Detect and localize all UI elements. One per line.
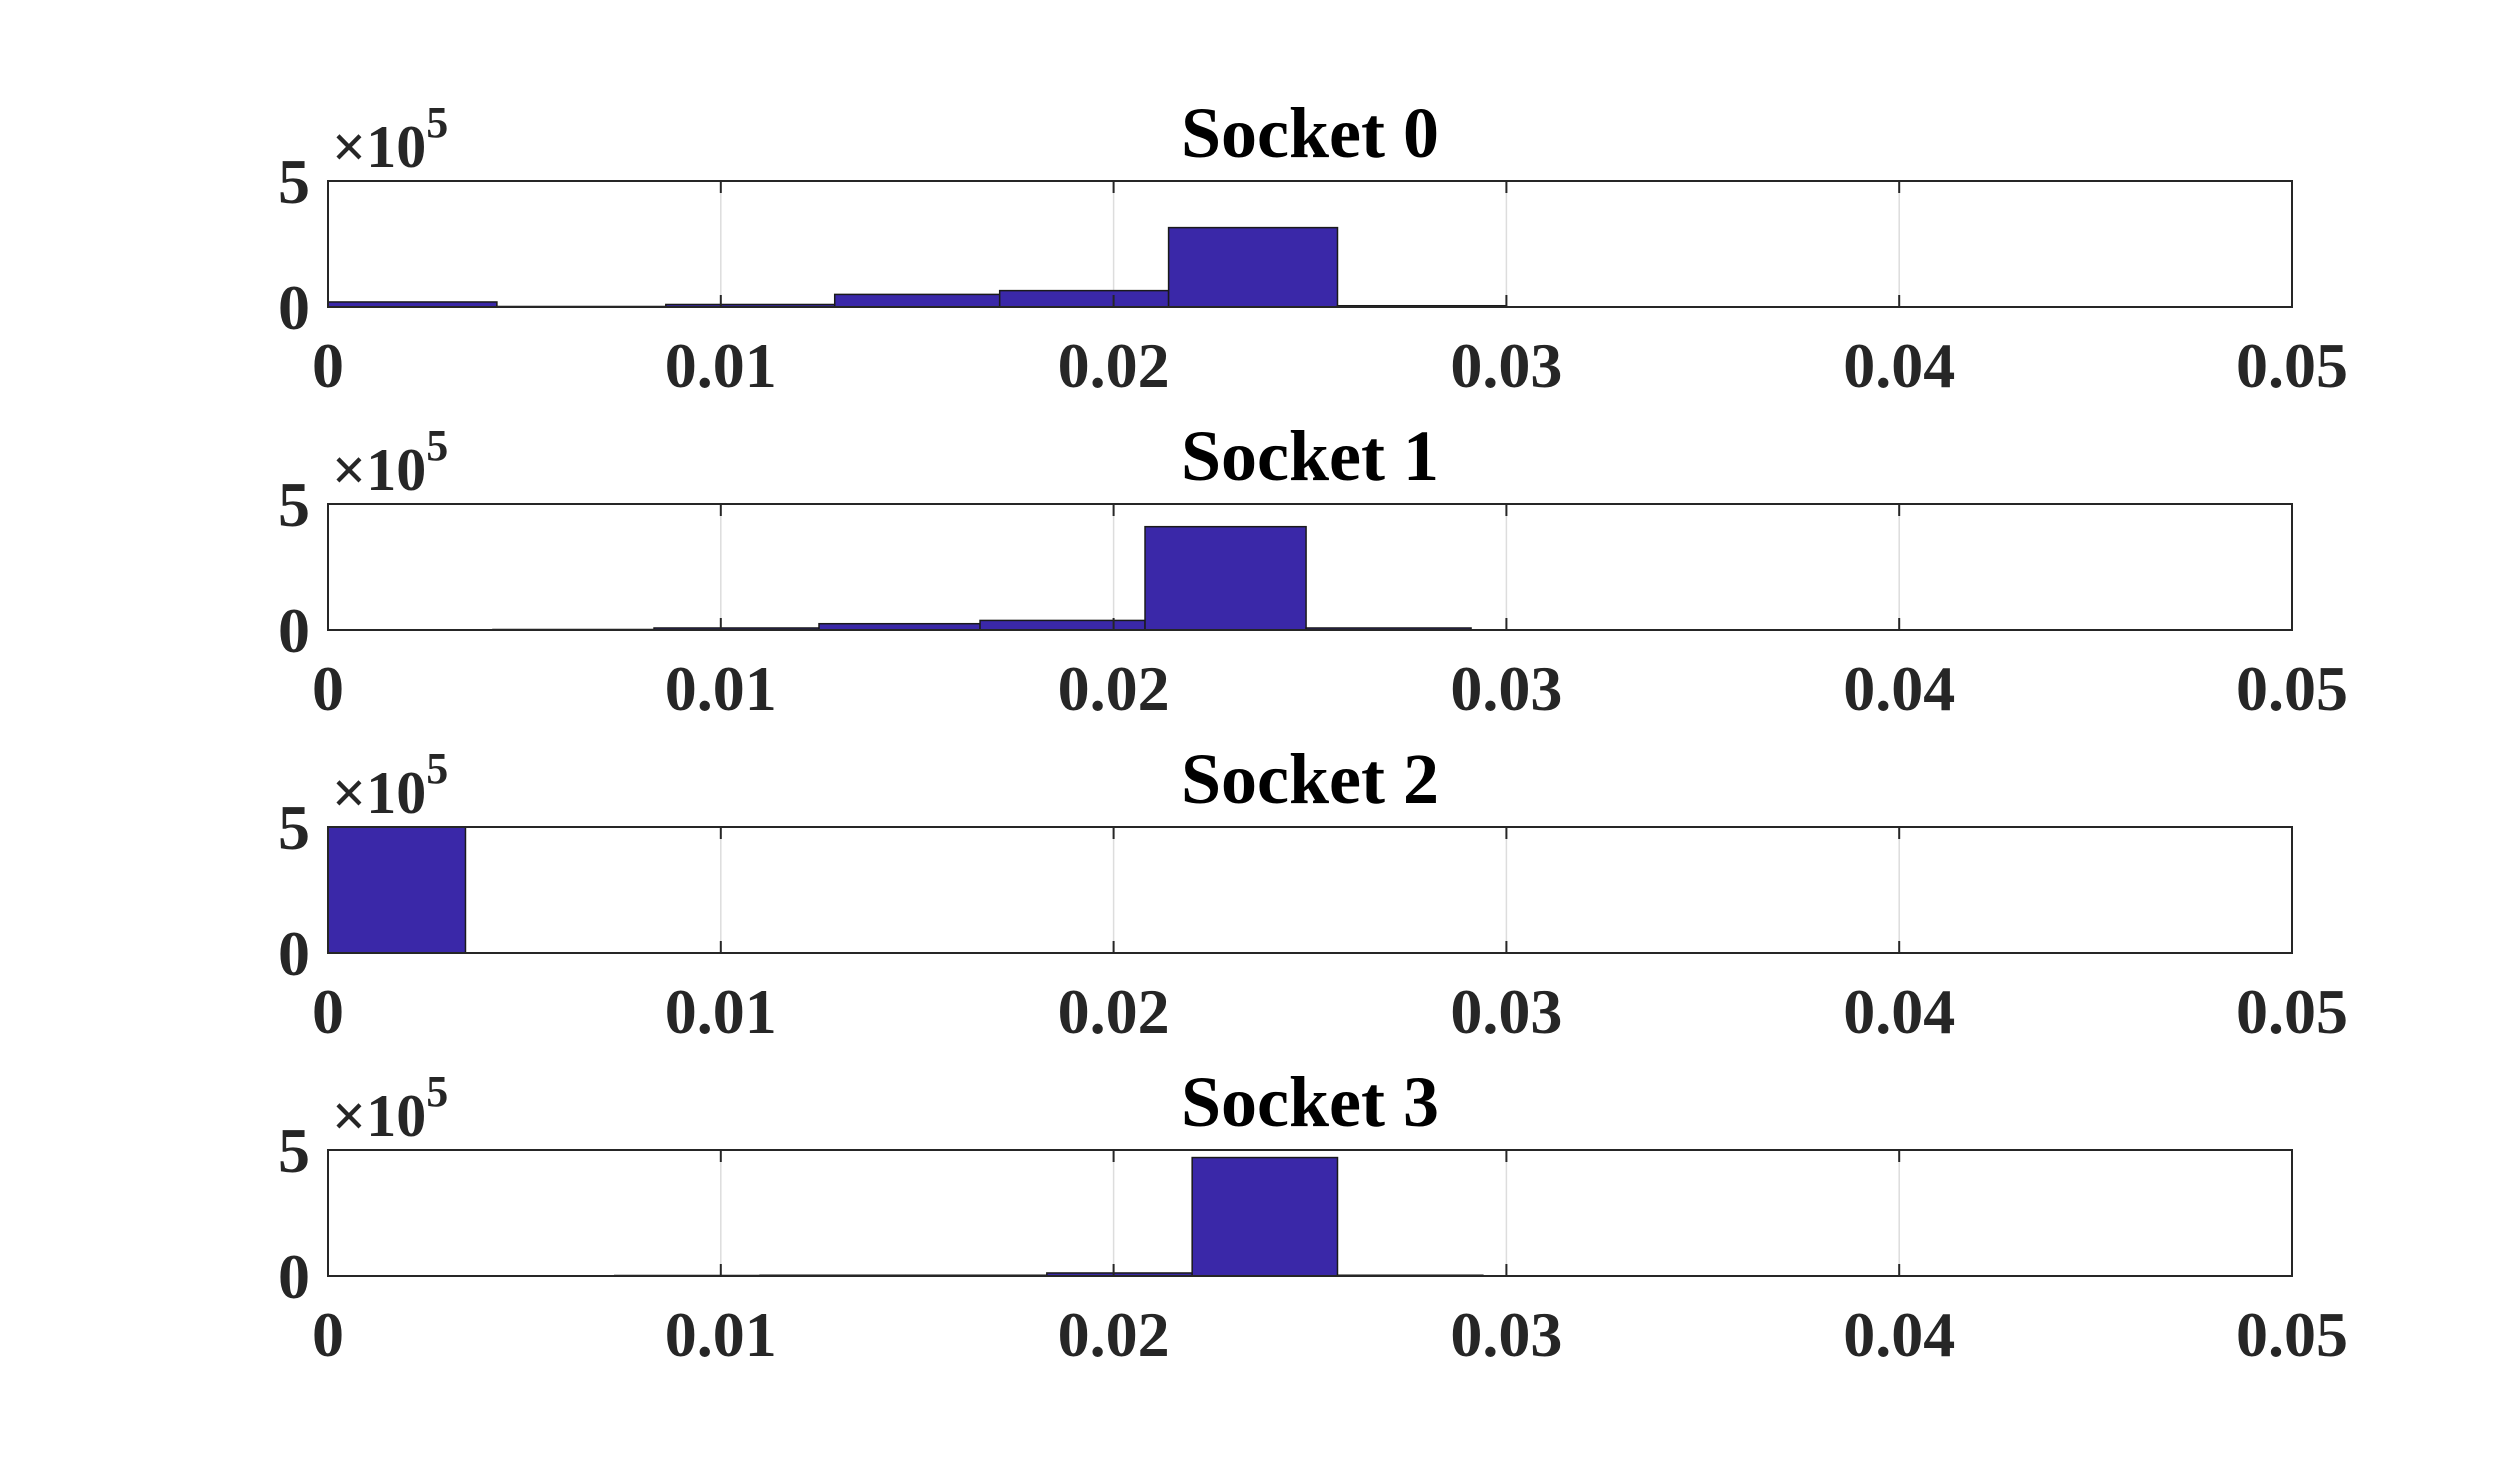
subplot-title: Socket 2 [1181, 739, 1439, 819]
plot-area [328, 827, 2292, 953]
x-tick-label: 0 [312, 976, 344, 1047]
subplot-title: Socket 1 [1181, 416, 1439, 496]
y-tick-label: 5 [278, 1115, 310, 1186]
x-tick-label: 0.02 [1058, 1299, 1170, 1370]
y-exponent-base: ×10 [332, 1083, 426, 1149]
axes-box [327, 826, 2293, 954]
x-tick-label: 0.02 [1058, 330, 1170, 401]
y-exponent-label: ×105 [332, 744, 448, 826]
x-tick-label: 0.05 [2236, 653, 2348, 724]
y-tick-label: 0 [278, 272, 310, 343]
x-tick-label: 0.05 [2236, 976, 2348, 1047]
x-tick-label: 0.05 [2236, 330, 2348, 401]
x-tick-label: 0 [312, 330, 344, 401]
y-exponent-power: 5 [426, 1067, 448, 1116]
histogram-bar [998, 289, 1170, 308]
histogram-bar [1167, 226, 1339, 308]
x-tick-label: 0.01 [665, 976, 777, 1047]
y-tick-label: 0 [278, 595, 310, 666]
axes-box [327, 1149, 2293, 1277]
x-tick-label: 0.04 [1843, 1299, 1955, 1370]
x-tick-label: 0.02 [1058, 653, 1170, 724]
y-tick-label: 0 [278, 918, 310, 989]
x-tick-label: 0.03 [1450, 330, 1562, 401]
y-exponent-power: 5 [426, 98, 448, 147]
subplot-title: Socket 0 [1181, 93, 1439, 173]
axes-box [327, 180, 2293, 308]
y-exponent-base: ×10 [332, 114, 426, 180]
histogram-bar [833, 293, 1001, 308]
x-tick-label: 0.01 [665, 330, 777, 401]
x-tick-label: 0.03 [1450, 1299, 1562, 1370]
subplot-title: Socket 3 [1181, 1062, 1439, 1142]
y-tick-label: 5 [278, 146, 310, 217]
x-tick-label: 0.04 [1843, 653, 1955, 724]
y-exponent-power: 5 [426, 421, 448, 470]
x-tick-label: 0 [312, 653, 344, 724]
y-tick-label: 5 [278, 792, 310, 863]
x-tick-label: 0.01 [665, 653, 777, 724]
plot-area [328, 504, 2292, 630]
y-exponent-label: ×105 [332, 98, 448, 180]
x-tick-label: 0.02 [1058, 976, 1170, 1047]
histogram-bar [1144, 525, 1307, 631]
y-exponent-base: ×10 [332, 760, 426, 826]
axes-box [327, 503, 2293, 631]
y-exponent-power: 5 [426, 744, 448, 793]
x-tick-label: 0.05 [2236, 1299, 2348, 1370]
x-tick-label: 0.01 [665, 1299, 777, 1370]
x-tick-label: 0.04 [1843, 330, 1955, 401]
y-tick-label: 0 [278, 1241, 310, 1312]
x-tick-label: 0.03 [1450, 653, 1562, 724]
x-tick-label: 0.03 [1450, 976, 1562, 1047]
x-tick-label: 0.04 [1843, 976, 1955, 1047]
y-tick-label: 5 [278, 469, 310, 540]
y-exponent-base: ×10 [332, 437, 426, 503]
x-tick-label: 0 [312, 1299, 344, 1370]
histogram-bar [327, 826, 467, 954]
y-exponent-label: ×105 [332, 1067, 448, 1149]
histogram-bar [1191, 1156, 1339, 1277]
y-exponent-label: ×105 [332, 421, 448, 503]
histogram-bar [979, 619, 1146, 631]
